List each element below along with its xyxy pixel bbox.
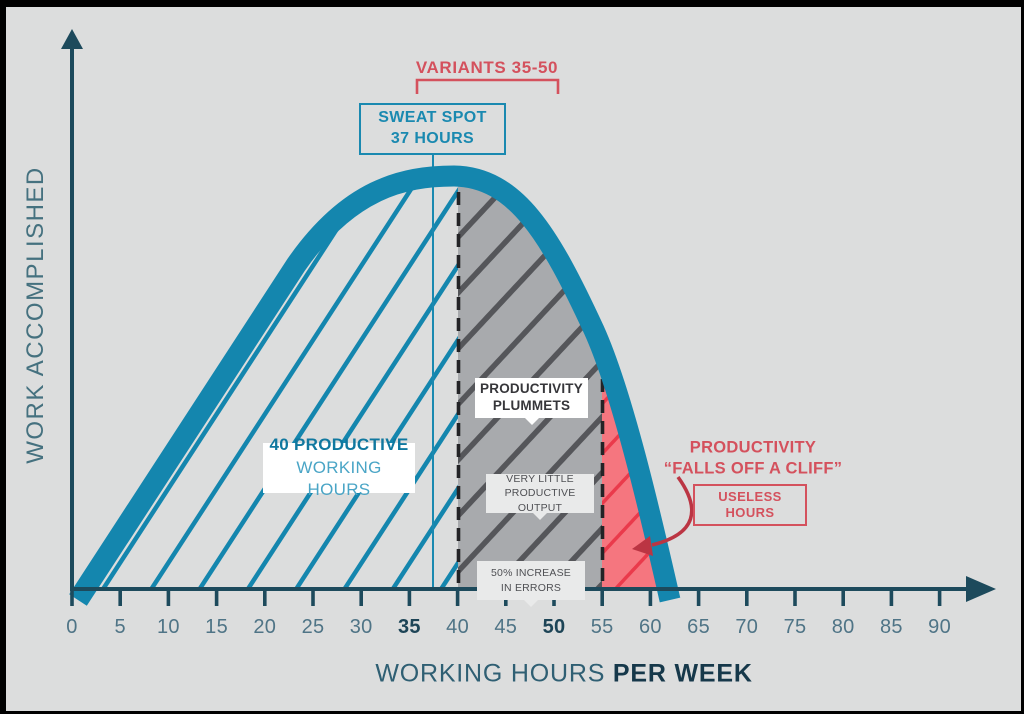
useless-arrowhead-icon: [632, 536, 653, 556]
productive-hours-line1: 40 PRODUCTIVE: [269, 434, 409, 454]
x-tick-label-90: 90: [928, 616, 952, 638]
output-line1: VERY LITTLE: [506, 473, 574, 486]
x-tick-label-65: 65: [687, 616, 711, 638]
cliff-line2: “FALLS OFF A CLIFF”: [663, 459, 843, 477]
under-curve-regions: [74, 176, 672, 588]
x-axis-title-bold: PER WEEK: [612, 659, 753, 688]
cliff-line1: PRODUCTIVITY: [689, 438, 817, 457]
plummets-line1: PRODUCTIVITY: [480, 381, 583, 397]
useless-line2: HOURS: [725, 505, 775, 520]
x-axis-title: WORKING HOURS PER WEEK: [375, 660, 752, 689]
x-tick-label-50: 50: [542, 616, 566, 638]
x-tick-label-40: 40: [446, 616, 470, 638]
x-tick-label-75: 75: [783, 616, 807, 638]
variants-range-label: VARIANTS 35-50: [415, 58, 559, 77]
x-tick-label-35: 35: [397, 616, 421, 638]
x-axis-arrowhead-icon: [966, 576, 996, 602]
x-tick-label-55: 55: [590, 616, 614, 638]
productive-output-callout: VERY LITTLE PRODUCTIVE OUTPUT: [486, 473, 594, 514]
productivity-curve: [69, 165, 681, 606]
x-tick-label-0: 0: [66, 616, 78, 638]
falls-off-cliff-label: PRODUCTIVITY “FALLS OFF A CLIFF”: [664, 437, 843, 478]
x-tick-label-45: 45: [494, 616, 518, 638]
x-tick-label-30: 30: [349, 616, 373, 638]
variants-bracket: [415, 78, 560, 94]
output-line2: PRODUCTIVE OUTPUT: [504, 487, 576, 514]
x-tick-label-20: 20: [253, 616, 277, 638]
errors-line2: IN ERRORS: [500, 581, 562, 594]
productive-hours-line2: WORKING HOURS: [296, 457, 382, 500]
sweat-spot-line1: SWEAT SPOT: [378, 109, 487, 127]
x-tick-label-10: 10: [156, 616, 180, 638]
x-axis-title-regular: WORKING HOURS: [375, 659, 613, 688]
sweat-spot-callout: SWEAT SPOT 37 HOURS: [359, 103, 506, 155]
y-axis-title: WORK ACCOMPLISHED: [22, 166, 49, 464]
x-tick-label-15: 15: [205, 616, 229, 638]
useless-arrow-curve: [651, 475, 694, 547]
useless-hours-badge: USELESS HOURS: [693, 484, 807, 526]
x-tick-label-70: 70: [735, 616, 759, 638]
errors-increase-callout: 50% INCREASE IN ERRORS: [477, 561, 585, 600]
productive-hours-label: 40 PRODUCTIVE WORKING HOURS: [263, 435, 415, 499]
x-tick-label-80: 80: [831, 616, 855, 638]
productivity-plummets-callout: PRODUCTIVITY PLUMMETS: [475, 378, 588, 418]
sweat-spot-line2: 37 HOURS: [390, 130, 475, 147]
x-tick-label-85: 85: [879, 616, 903, 638]
x-tick-label-5: 5: [114, 616, 126, 638]
errors-line1: 50% INCREASE: [490, 567, 571, 580]
y-axis-arrowhead-icon: [61, 29, 83, 49]
plummets-line2: PLUMMETS: [492, 398, 571, 413]
x-tick-label-25: 25: [301, 616, 325, 638]
x-tick-label-60: 60: [638, 616, 662, 638]
useless-line1: USELESS: [718, 488, 782, 504]
